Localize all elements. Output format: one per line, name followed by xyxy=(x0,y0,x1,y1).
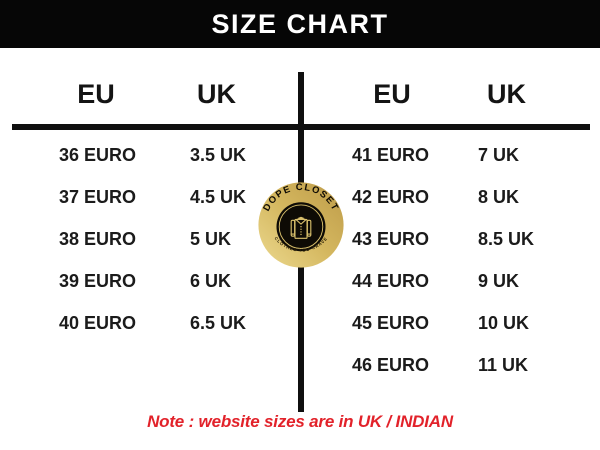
table-cell-uk: 8.5 UK xyxy=(478,229,535,249)
table-cell-uk: 8 UK xyxy=(478,187,520,207)
title-bar: SIZE CHART xyxy=(0,0,600,48)
table-cell-eu: 37 EURO xyxy=(58,187,137,207)
right-uk-column-header: UK xyxy=(487,79,526,109)
left-eu-column-header: EU xyxy=(77,79,115,109)
table-cell-eu: 42 EURO xyxy=(351,187,430,207)
right-eu-column-header: EU xyxy=(373,79,411,109)
table-cell-eu: 41 EURO xyxy=(351,145,430,165)
table-cell-eu: 45 EURO xyxy=(351,313,430,333)
badge-gold-ring xyxy=(278,204,324,249)
table-cell-eu: 43 EURO xyxy=(351,229,430,249)
table-cell-uk: 6.5 UK xyxy=(190,313,247,333)
table-cell-eu: 40 EURO xyxy=(58,313,137,333)
dope-closet-logo: DOPE CLOSET CLOTHES YOU CRAVE xyxy=(258,182,344,268)
page-title: SIZE CHART xyxy=(211,8,389,39)
size-note: Note : website sizes are in UK / INDIAN xyxy=(147,412,453,431)
horizontal-divider xyxy=(12,124,590,130)
shirt-icon xyxy=(290,216,312,239)
table-cell-uk: 5 UK xyxy=(190,229,232,249)
table-cell-uk: 4.5 UK xyxy=(190,187,247,207)
table-cell-eu: 39 EURO xyxy=(58,271,137,291)
table-cell-eu: 44 EURO xyxy=(351,271,430,291)
table-cell-eu: 46 EURO xyxy=(351,355,430,375)
table-cell-uk: 11 UK xyxy=(478,355,529,375)
table-cell-eu: 38 EURO xyxy=(58,229,137,249)
table-cell-uk: 3.5 UK xyxy=(190,145,247,165)
table-cell-uk: 9 UK xyxy=(478,271,520,291)
logo-badge: DOPE CLOSET CLOTHES YOU CRAVE xyxy=(258,182,344,268)
table-cell-eu: 36 EURO xyxy=(58,145,137,165)
table-cell-uk: 7 UK xyxy=(478,145,520,165)
left-uk-column-header: UK xyxy=(197,79,236,109)
table-cell-uk: 10 UK xyxy=(478,313,530,333)
table-cell-uk: 6 UK xyxy=(190,271,232,291)
